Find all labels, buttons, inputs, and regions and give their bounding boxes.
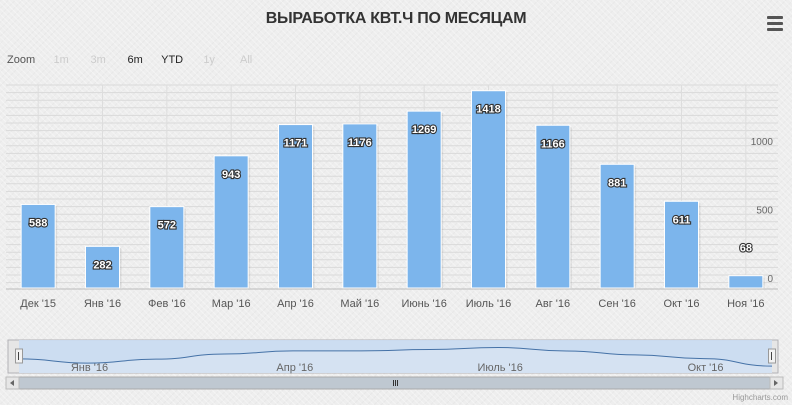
zoom-6m-button[interactable]: 6m — [127, 54, 143, 66]
x-tick-label: Янв '16 — [84, 298, 121, 310]
bar[interactable] — [342, 123, 378, 289]
x-tick-label: Апр '16 — [277, 298, 314, 310]
x-tick-label: Дек '15 — [20, 298, 56, 310]
data-label: 572 — [158, 220, 176, 232]
x-tick-label: Ноя '16 — [727, 298, 764, 310]
y-tick-label: 1000 — [751, 137, 774, 148]
bar-series[interactable]: 588 282 572 943 1171 1176 1269 1418 1166 881 611 68 — [20, 90, 765, 289]
y-tick-label: 0 — [767, 274, 773, 285]
navigator-area — [19, 347, 772, 373]
data-label: 588 — [29, 217, 47, 229]
y-axis: 0 500 1000 — [751, 137, 774, 285]
bar[interactable] — [20, 203, 56, 289]
data-label: 1166 — [541, 138, 565, 150]
data-label: 282 — [93, 259, 111, 271]
bar[interactable] — [728, 275, 764, 289]
bar[interactable] — [85, 245, 120, 289]
x-tick-label: Сен '16 — [598, 298, 636, 310]
x-tick-label: Окт '16 — [664, 298, 700, 310]
x-axis: Дек '15 Янв '16 Фев '16 Мар '16 Апр '16 Май '… — [20, 298, 764, 310]
zoom-label: Zoom — [7, 54, 36, 66]
zoom-selector: Zoom 1m 3m 6m YTD 1y All — [7, 50, 269, 70]
zoom-all-button[interactable]: All — [240, 54, 253, 66]
credit-link[interactable]: Highcharts.com — [732, 393, 788, 402]
zoom-3m-button[interactable]: 3m — [90, 54, 106, 66]
navigator-label: Апр '16 — [276, 362, 313, 374]
zoom-ytd-button[interactable]: YTD — [161, 54, 184, 66]
data-label: 68 — [740, 243, 752, 255]
menu-line — [767, 28, 783, 31]
chevron-right-icon — [774, 380, 778, 386]
data-label: 881 — [608, 177, 626, 189]
chart-title: ВЫРАБОТКА КВТ.Ч ПО МЕСЯЦАМ — [265, 10, 527, 27]
data-label: 611 — [673, 214, 691, 226]
bar[interactable] — [471, 90, 506, 289]
menu-line — [767, 22, 783, 25]
bar[interactable] — [406, 110, 442, 289]
data-label: 1269 — [412, 124, 436, 136]
x-tick-label: Авг '16 — [536, 298, 571, 310]
navigator-label: Янв '16 — [71, 362, 108, 374]
x-tick-label: Июль '16 — [466, 298, 511, 310]
bar[interactable] — [664, 200, 699, 289]
x-tick-label: Мар '16 — [212, 298, 251, 310]
bar[interactable] — [213, 155, 249, 289]
navigator-label: Июль '16 — [477, 362, 522, 374]
zoom-1y-button[interactable]: 1y — [203, 54, 215, 66]
navigator[interactable]: Янв '16 Апр '16 Июль '16 Окт '16 — [5, 339, 784, 390]
x-tick-label: Май '16 — [340, 298, 379, 310]
bar[interactable] — [599, 163, 635, 289]
grid-lines — [6, 84, 778, 290]
navigator-label: Окт '16 — [688, 362, 724, 374]
y-tick-label: 500 — [756, 206, 773, 217]
x-tick-label: Фев '16 — [148, 298, 186, 310]
bar[interactable] — [535, 124, 571, 289]
navigator-line — [18, 347, 773, 367]
x-tick-label: Июнь '16 — [401, 298, 446, 310]
data-label: 1418 — [476, 104, 500, 116]
hamburger-icon[interactable] — [765, 16, 785, 34]
data-label: 943 — [222, 169, 240, 181]
bar[interactable] — [278, 124, 313, 289]
chevron-left-icon — [10, 380, 14, 386]
zoom-1m-button[interactable]: 1m — [53, 54, 69, 66]
data-label: 1171 — [284, 138, 308, 150]
menu-line — [767, 16, 783, 19]
data-label: 1176 — [348, 137, 372, 149]
bar[interactable] — [149, 206, 185, 289]
